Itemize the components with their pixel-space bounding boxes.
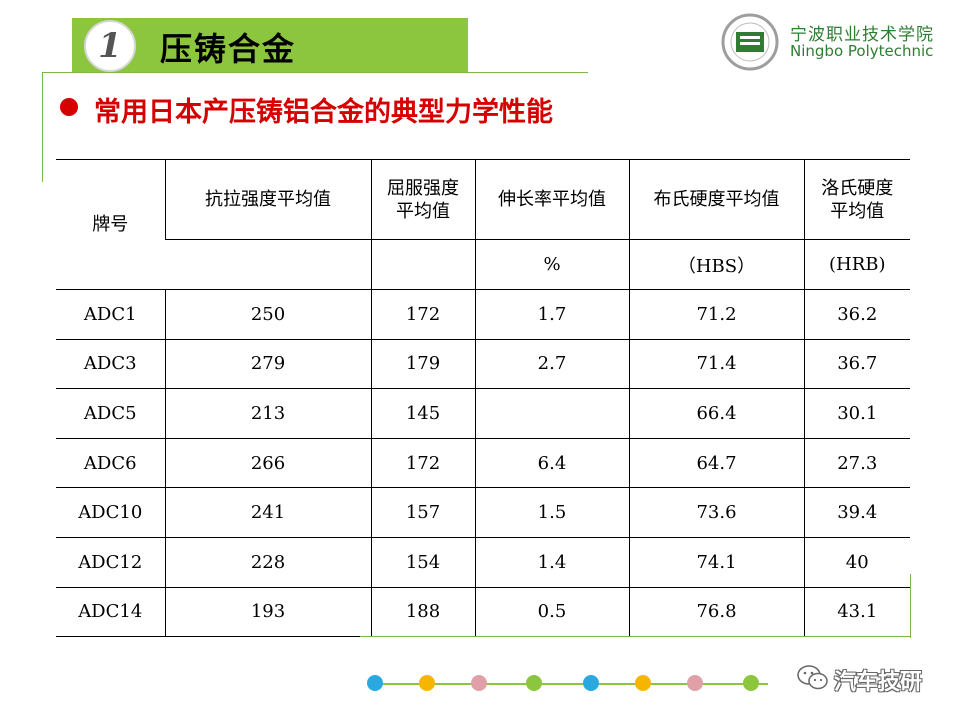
header-divider [42,72,588,73]
cell-rockwell: 39.4 [803,487,910,538]
bottom-accent-line [360,636,910,637]
school-name-en: Ningbo Polytechnic [790,42,934,60]
cell-rockwell: 30.1 [803,388,910,439]
bullet-dot [60,98,78,116]
left-accent-line [42,72,43,182]
footer-dot [635,675,651,691]
cell-tensile: 213 [164,388,371,439]
footer-dot [471,675,487,691]
cell-brinell: 73.6 [628,487,804,538]
cell-brinell: 74.1 [628,537,804,588]
table-row: ADC14 193 188 0.5 76.8 43.1 [56,587,910,638]
table-header-row: 牌号 抗拉强度平均值 屈服强度平均值 伸长率平均值 布氏硬度平均值 洛氏硬度平均… [56,159,910,290]
unit-tensile [165,239,371,290]
cell-elongation [474,388,629,439]
table-row: ADC1 250 172 1.7 71.2 36.2 [56,289,910,340]
cell-grade: ADC3 [56,339,165,390]
footer-dot [367,675,383,691]
table-unit-row: % （HBS） (HRB) [56,239,910,290]
table-row: ADC10 241 157 1.5 73.6 39.4 [56,487,910,538]
unit-brinell: （HBS） [628,239,804,290]
school-name-cn: 宁波职业技术学院 [790,25,934,45]
cell-rockwell: 36.7 [803,339,910,390]
unit-elongation: % [474,239,629,290]
unit-rockwell: (HRB) [803,239,910,290]
cell-grade: ADC12 [56,537,165,588]
header-brinell: 布氏硬度平均值 [628,159,804,240]
cell-brinell: 71.2 [628,289,804,340]
header-rockwell-text: 洛氏硬度平均值 [821,177,894,222]
cell-rockwell: 43.1 [803,587,910,638]
watermark-text: 汽车技研 [834,670,923,695]
header-grade: 牌号 [56,159,165,290]
cell-elongation: 1.7 [474,289,629,340]
cell-rockwell: 27.3 [803,438,910,489]
footer-dot [687,675,703,691]
header-rockwell: 洛氏硬度平均值 [803,159,910,240]
cell-tensile: 228 [164,537,371,588]
cell-elongation: 2.7 [474,339,629,390]
cell-elongation: 1.4 [474,537,629,588]
cell-grade: ADC5 [56,388,165,439]
cell-elongation: 0.5 [474,587,629,638]
cell-tensile: 250 [164,289,371,340]
cell-yield: 154 [370,537,475,588]
table-body: ADC1 250 172 1.7 71.2 36.2 ADC3 279 179 2.7 71.4 36… [56,289,910,638]
section-title: 压铸合金 [160,30,297,68]
right-accent-line [910,574,911,638]
cell-tensile: 279 [164,339,371,390]
table-row: ADC12 228 154 1.4 74.1 40 [56,537,910,588]
cell-grade: ADC6 [56,438,165,489]
cell-rockwell: 40 [803,537,910,588]
cell-tensile: 193 [164,587,371,638]
slide-subtitle: 常用日本产压铸铝合金的典型力学性能 [94,97,553,128]
section-number-badge: 1 [84,20,136,72]
cell-grade: ADC1 [56,289,165,340]
table-row: ADC3 279 179 2.7 71.4 36.7 [56,339,910,390]
header-tensile: 抗拉强度平均值 [164,159,371,240]
header-band [72,18,468,72]
unit-yield [370,239,475,290]
cell-yield: 172 [370,438,475,489]
header-yield-text: 屈服强度平均值 [387,177,459,222]
cell-tensile: 241 [164,487,371,538]
header-elongation: 伸长率平均值 [474,159,629,240]
cell-brinell: 66.4 [628,388,804,439]
cell-brinell: 64.7 [628,438,804,489]
cell-yield: 179 [370,339,475,390]
cell-yield: 157 [370,487,475,538]
cell-grade: ADC10 [56,487,165,538]
footer-dot [419,675,435,691]
cell-yield: 188 [370,587,475,638]
cell-tensile: 266 [164,438,371,489]
table-row: ADC6 266 172 6.4 64.7 27.3 [56,438,910,489]
cell-grade: ADC14 [56,587,165,638]
header-yield: 屈服强度平均值 [370,159,475,240]
footer-dot [583,675,599,691]
cell-rockwell: 36.2 [803,289,910,340]
cell-yield: 145 [370,388,475,439]
cell-brinell: 71.4 [628,339,804,390]
footer-dot-line [372,683,768,685]
cell-yield: 172 [370,289,475,340]
school-logo [721,13,779,71]
table-row: ADC5 213 145 66.4 30.1 [56,388,910,439]
properties-table: 牌号 抗拉强度平均值 屈服强度平均值 伸长率平均值 布氏硬度平均值 洛氏硬度平均… [56,159,910,638]
cell-elongation: 6.4 [474,438,629,489]
footer-dot [526,675,542,691]
cell-brinell: 76.8 [628,587,804,638]
footer-dot [743,675,759,691]
wechat-icon [797,665,828,690]
cell-elongation: 1.5 [474,487,629,538]
